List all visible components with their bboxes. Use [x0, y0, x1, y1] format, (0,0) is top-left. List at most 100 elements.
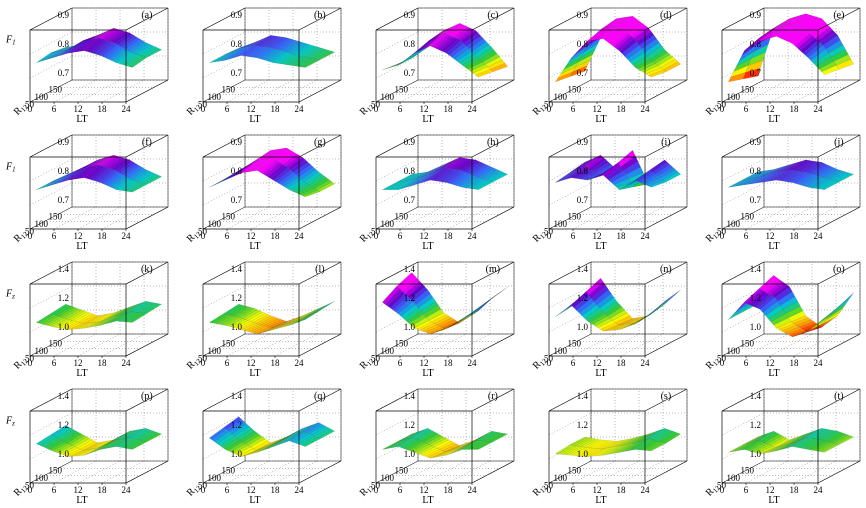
y-tick-label: 150	[395, 466, 409, 476]
z-tick-label: 0.9	[750, 10, 762, 20]
y-tick-label: 100	[727, 473, 741, 483]
surface-patch	[129, 56, 148, 68]
grid-line	[721, 285, 765, 309]
z-tick-label: 1.2	[577, 293, 588, 303]
y-axis-label-subscript: 12	[711, 484, 722, 495]
box-edge	[721, 261, 765, 285]
box-edge	[202, 79, 246, 103]
grid-line	[399, 333, 443, 357]
x-tick-label: 6	[225, 485, 230, 495]
z-axis-label-subscript: z	[11, 419, 15, 427]
x-tick-label: 24	[468, 485, 478, 495]
y-tick-label: 50	[198, 480, 208, 490]
box-edge	[29, 261, 73, 285]
grid-line	[29, 158, 73, 182]
grid-line	[226, 206, 270, 230]
y-axis-label-subscript: 12	[538, 230, 549, 241]
grid-line	[53, 460, 97, 484]
box-edge	[471, 79, 515, 103]
grid-line	[793, 206, 837, 230]
box-edge	[125, 134, 169, 158]
x-tick-label: 12	[247, 104, 256, 114]
surface	[36, 154, 163, 193]
x-tick-label: 18	[790, 231, 800, 241]
x-tick-label: 12	[420, 485, 429, 495]
x-tick-label: 0	[374, 358, 379, 368]
grid-line	[596, 460, 640, 484]
y-tick-label: 100	[554, 219, 568, 229]
z-tick-label: 0.7	[750, 195, 762, 205]
y-tick-label: 100	[208, 346, 222, 356]
x-axis-label: LT	[595, 114, 606, 125]
box-edge	[375, 134, 419, 158]
y-tick-label: 50	[717, 353, 727, 363]
grid-line	[399, 460, 443, 484]
z-tick-label: 1.2	[750, 420, 761, 430]
grid-line	[745, 460, 789, 484]
grid-line	[202, 31, 246, 55]
surface	[382, 272, 508, 335]
grid-line	[274, 206, 318, 230]
grid-line	[202, 412, 246, 436]
y-tick-label: 100	[381, 219, 395, 229]
surface-patch	[663, 289, 681, 303]
x-axis-label: LT	[249, 241, 260, 252]
box-edge	[644, 333, 688, 357]
grid-line	[447, 79, 491, 103]
surface-panel: 0 6 12 18 24 LT 150 100 50 R12 1.4 1.2 1.0 (l)	[173, 254, 346, 381]
z-tick-label: 0.8	[577, 39, 589, 49]
panel-label: (p)	[141, 391, 153, 402]
x-tick-label: 24	[122, 104, 132, 114]
box-edge	[471, 261, 515, 285]
z-tick-label: 1.0	[231, 449, 243, 459]
y-axis-label-subscript: 12	[538, 103, 549, 114]
surface-panel: 0 6 12 18 24 LT 150 100 50 R12 0.9 0.8 0.7 F1 (a)	[0, 0, 173, 127]
box-edge	[298, 206, 342, 230]
grid-line	[721, 158, 765, 182]
surface-patch	[821, 65, 840, 75]
z-tick-label: 1.0	[577, 322, 589, 332]
z-tick-label: 0.8	[231, 39, 243, 49]
grid-line	[202, 158, 246, 182]
surface-panel: 0 6 12 18 24 LT 150 100 50 R12 0.9 0.8 0.7 (c)	[346, 0, 519, 127]
y-axis-label-subscript: 12	[538, 357, 549, 368]
y-tick-label: 100	[35, 92, 49, 102]
x-axis-label: LT	[768, 495, 779, 506]
box-edge	[817, 206, 861, 230]
grid-line	[572, 206, 616, 230]
grid-line	[620, 333, 664, 357]
x-axis-label: LT	[76, 241, 87, 252]
x-tick-label: 24	[468, 104, 478, 114]
x-tick-label: 6	[52, 358, 57, 368]
x-tick-label: 24	[641, 231, 651, 241]
y-tick-label: 150	[395, 85, 409, 95]
x-axis-label: LT	[768, 241, 779, 252]
grid-line	[77, 333, 121, 357]
surface	[382, 428, 509, 459]
box-edge	[202, 388, 246, 412]
x-tick-label: 12	[74, 485, 83, 495]
z-axis-label-subscript: 1	[12, 165, 16, 173]
box-edge	[29, 206, 73, 230]
y-axis-label-subscript: 12	[711, 103, 722, 114]
x-tick-label: 12	[74, 104, 83, 114]
x-tick-label: 6	[571, 358, 576, 368]
z-tick-label: 1.4	[58, 391, 70, 401]
grid-line	[447, 333, 491, 357]
panel-label: (d)	[660, 10, 672, 21]
box-edge	[298, 7, 342, 31]
grid-line	[226, 79, 270, 103]
y-tick-label: 50	[544, 99, 554, 109]
box-edge	[644, 261, 688, 285]
box-edge	[644, 460, 688, 484]
box-edge	[548, 7, 592, 31]
z-tick-label: 0.8	[750, 166, 762, 176]
x-tick-label: 0	[28, 231, 33, 241]
box-edge	[29, 460, 73, 484]
box-edge	[548, 460, 592, 484]
x-tick-label: 18	[98, 231, 108, 241]
grid-line	[101, 206, 145, 230]
z-axis-label: F1	[5, 161, 16, 173]
